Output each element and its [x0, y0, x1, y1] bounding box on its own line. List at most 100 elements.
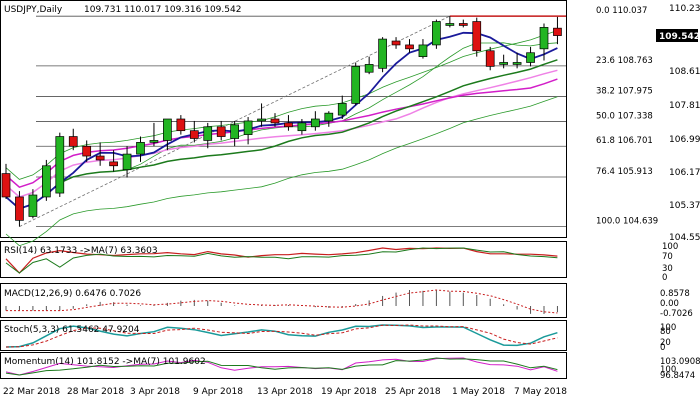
candle-body	[1, 173, 11, 198]
fib-level-label: 100.0 104.639	[596, 217, 658, 227]
momentum-indicator: Momentum(14) 101.8152 ->MA(7) 101.9602 1…	[4, 357, 700, 381]
bollinger-upper	[5, 30, 558, 180]
stoch-tick: 0	[660, 343, 665, 353]
candle-body	[136, 142, 145, 155]
stoch-label: Stoch(5,3,3) 61.5462 47.9204	[4, 325, 140, 335]
bollinger-lower	[5, 96, 558, 247]
candle-body	[270, 118, 280, 124]
time-tick: 22 Mar 2018	[3, 387, 60, 397]
candle-body	[351, 66, 361, 104]
candle-body	[512, 62, 522, 65]
candle-body	[68, 136, 78, 147]
macd-tick: -0.7026	[660, 309, 693, 319]
candle-body	[391, 40, 401, 46]
candle-body	[95, 155, 105, 161]
ma-20	[5, 59, 558, 210]
price-tick: 106.990	[669, 135, 700, 145]
candle-body	[297, 122, 307, 132]
time-tick: 3 Apr 2018	[130, 387, 180, 397]
time-tick: 7 May 2018	[514, 387, 567, 397]
candle-body	[311, 118, 320, 128]
fib-level-label: 23.6 108.763	[596, 56, 653, 66]
candle-body	[553, 27, 562, 36]
stoch-tick: 80	[660, 327, 671, 337]
stoch-tick: 100	[660, 323, 676, 333]
time-tick: 25 Apr 2018	[385, 387, 441, 397]
candle-body	[378, 38, 387, 69]
time-tick: 19 Apr 2018	[321, 387, 377, 397]
price-tick: 110.235	[669, 4, 700, 14]
candle-body	[418, 44, 428, 57]
candle-body	[41, 165, 51, 198]
candle-body	[216, 126, 226, 137]
stoch-d-line	[5, 324, 558, 348]
price-tick: 108.610	[669, 67, 700, 77]
fib-level-label: 76.4 105.913	[596, 167, 653, 177]
price-tick: 104.550	[669, 233, 700, 243]
candle-body	[405, 44, 414, 50]
price-tick: 106.170	[669, 168, 700, 178]
stoch-tick: 20	[660, 338, 671, 348]
ma-30	[5, 69, 558, 198]
rsi-tick: 70	[662, 252, 673, 262]
rsi-tick: 30	[662, 264, 673, 274]
time-axis: 22 Mar 2018 28 Mar 2018 3 Apr 2018 9 Apr…	[3, 387, 567, 397]
candle-body	[364, 64, 374, 73]
candle-body	[257, 118, 266, 122]
rsi-label: RSI(14) 63.1733 ->MA(7) 63.3603	[4, 246, 158, 256]
stochastic-indicator: Stoch(5,3,3) 61.5462 47.9204 100 80 20 0	[4, 323, 676, 353]
candle-body	[445, 23, 455, 26]
candle-body	[337, 103, 347, 116]
candle-body	[324, 112, 334, 122]
candle-body	[485, 50, 495, 67]
candle-body	[176, 118, 186, 132]
rsi-tick: 100	[662, 242, 678, 252]
candle-body	[189, 130, 199, 139]
macd-pane	[0, 283, 567, 318]
macd-label: MACD(12,26,9) 0.6476 0.7026	[4, 289, 141, 299]
time-tick: 28 Mar 2018	[67, 387, 124, 397]
candle-body	[284, 122, 293, 128]
stoch-pane	[0, 320, 567, 351]
chart-symbol-timeframe: USDJPY,Daily	[4, 5, 63, 15]
candle-body	[82, 145, 92, 157]
candle-body	[55, 136, 65, 194]
momentum-tick: 103.0908	[660, 357, 700, 367]
candle-body	[149, 140, 159, 143]
stoch-k-line	[5, 324, 558, 348]
candle-body	[203, 126, 213, 141]
candle-body	[15, 196, 24, 221]
momentum-tick: 100	[660, 365, 676, 375]
price-tick: 107.810	[669, 101, 700, 111]
rsi-tick: 0	[662, 273, 667, 283]
candlesticks	[1, 16, 562, 227]
macd-signal-line	[6, 289, 558, 314]
fib-level-label: 61.8 106.701	[596, 136, 653, 146]
candle-body	[230, 124, 239, 139]
fib-level-label: 50.0 107.338	[596, 111, 653, 121]
ma-40	[5, 78, 558, 189]
price-axis: 110.235 108.610 107.810 106.990 106.170 …	[656, 4, 700, 243]
candle-body	[499, 62, 508, 65]
ma-5	[5, 31, 558, 210]
chart-ohlc: 109.731 110.017 109.316 109.542	[84, 5, 241, 15]
time-tick: 9 Apr 2018	[193, 387, 243, 397]
fib-level-label: 38.2 107.975	[596, 87, 653, 97]
price-tick: 105.370	[669, 201, 700, 211]
momentum-ma-line	[5, 357, 558, 376]
current-price-badge	[656, 29, 698, 42]
candle-body	[432, 21, 441, 46]
candle-body	[122, 153, 132, 171]
rsi-indicator: RSI(14) 63.1733 ->MA(7) 63.3603 100 70 3…	[4, 242, 678, 283]
rsi-ma-line	[5, 247, 558, 274]
moving-averages	[5, 30, 558, 247]
momentum-tick: 96.8474	[660, 371, 695, 381]
macd-histogram	[5, 290, 558, 314]
candle-body	[526, 52, 535, 63]
candle-body	[109, 161, 118, 167]
macd-tick: 0.8578	[660, 289, 690, 299]
candle-body	[458, 23, 468, 26]
candle-body	[243, 120, 253, 135]
candle-body	[472, 21, 482, 52]
